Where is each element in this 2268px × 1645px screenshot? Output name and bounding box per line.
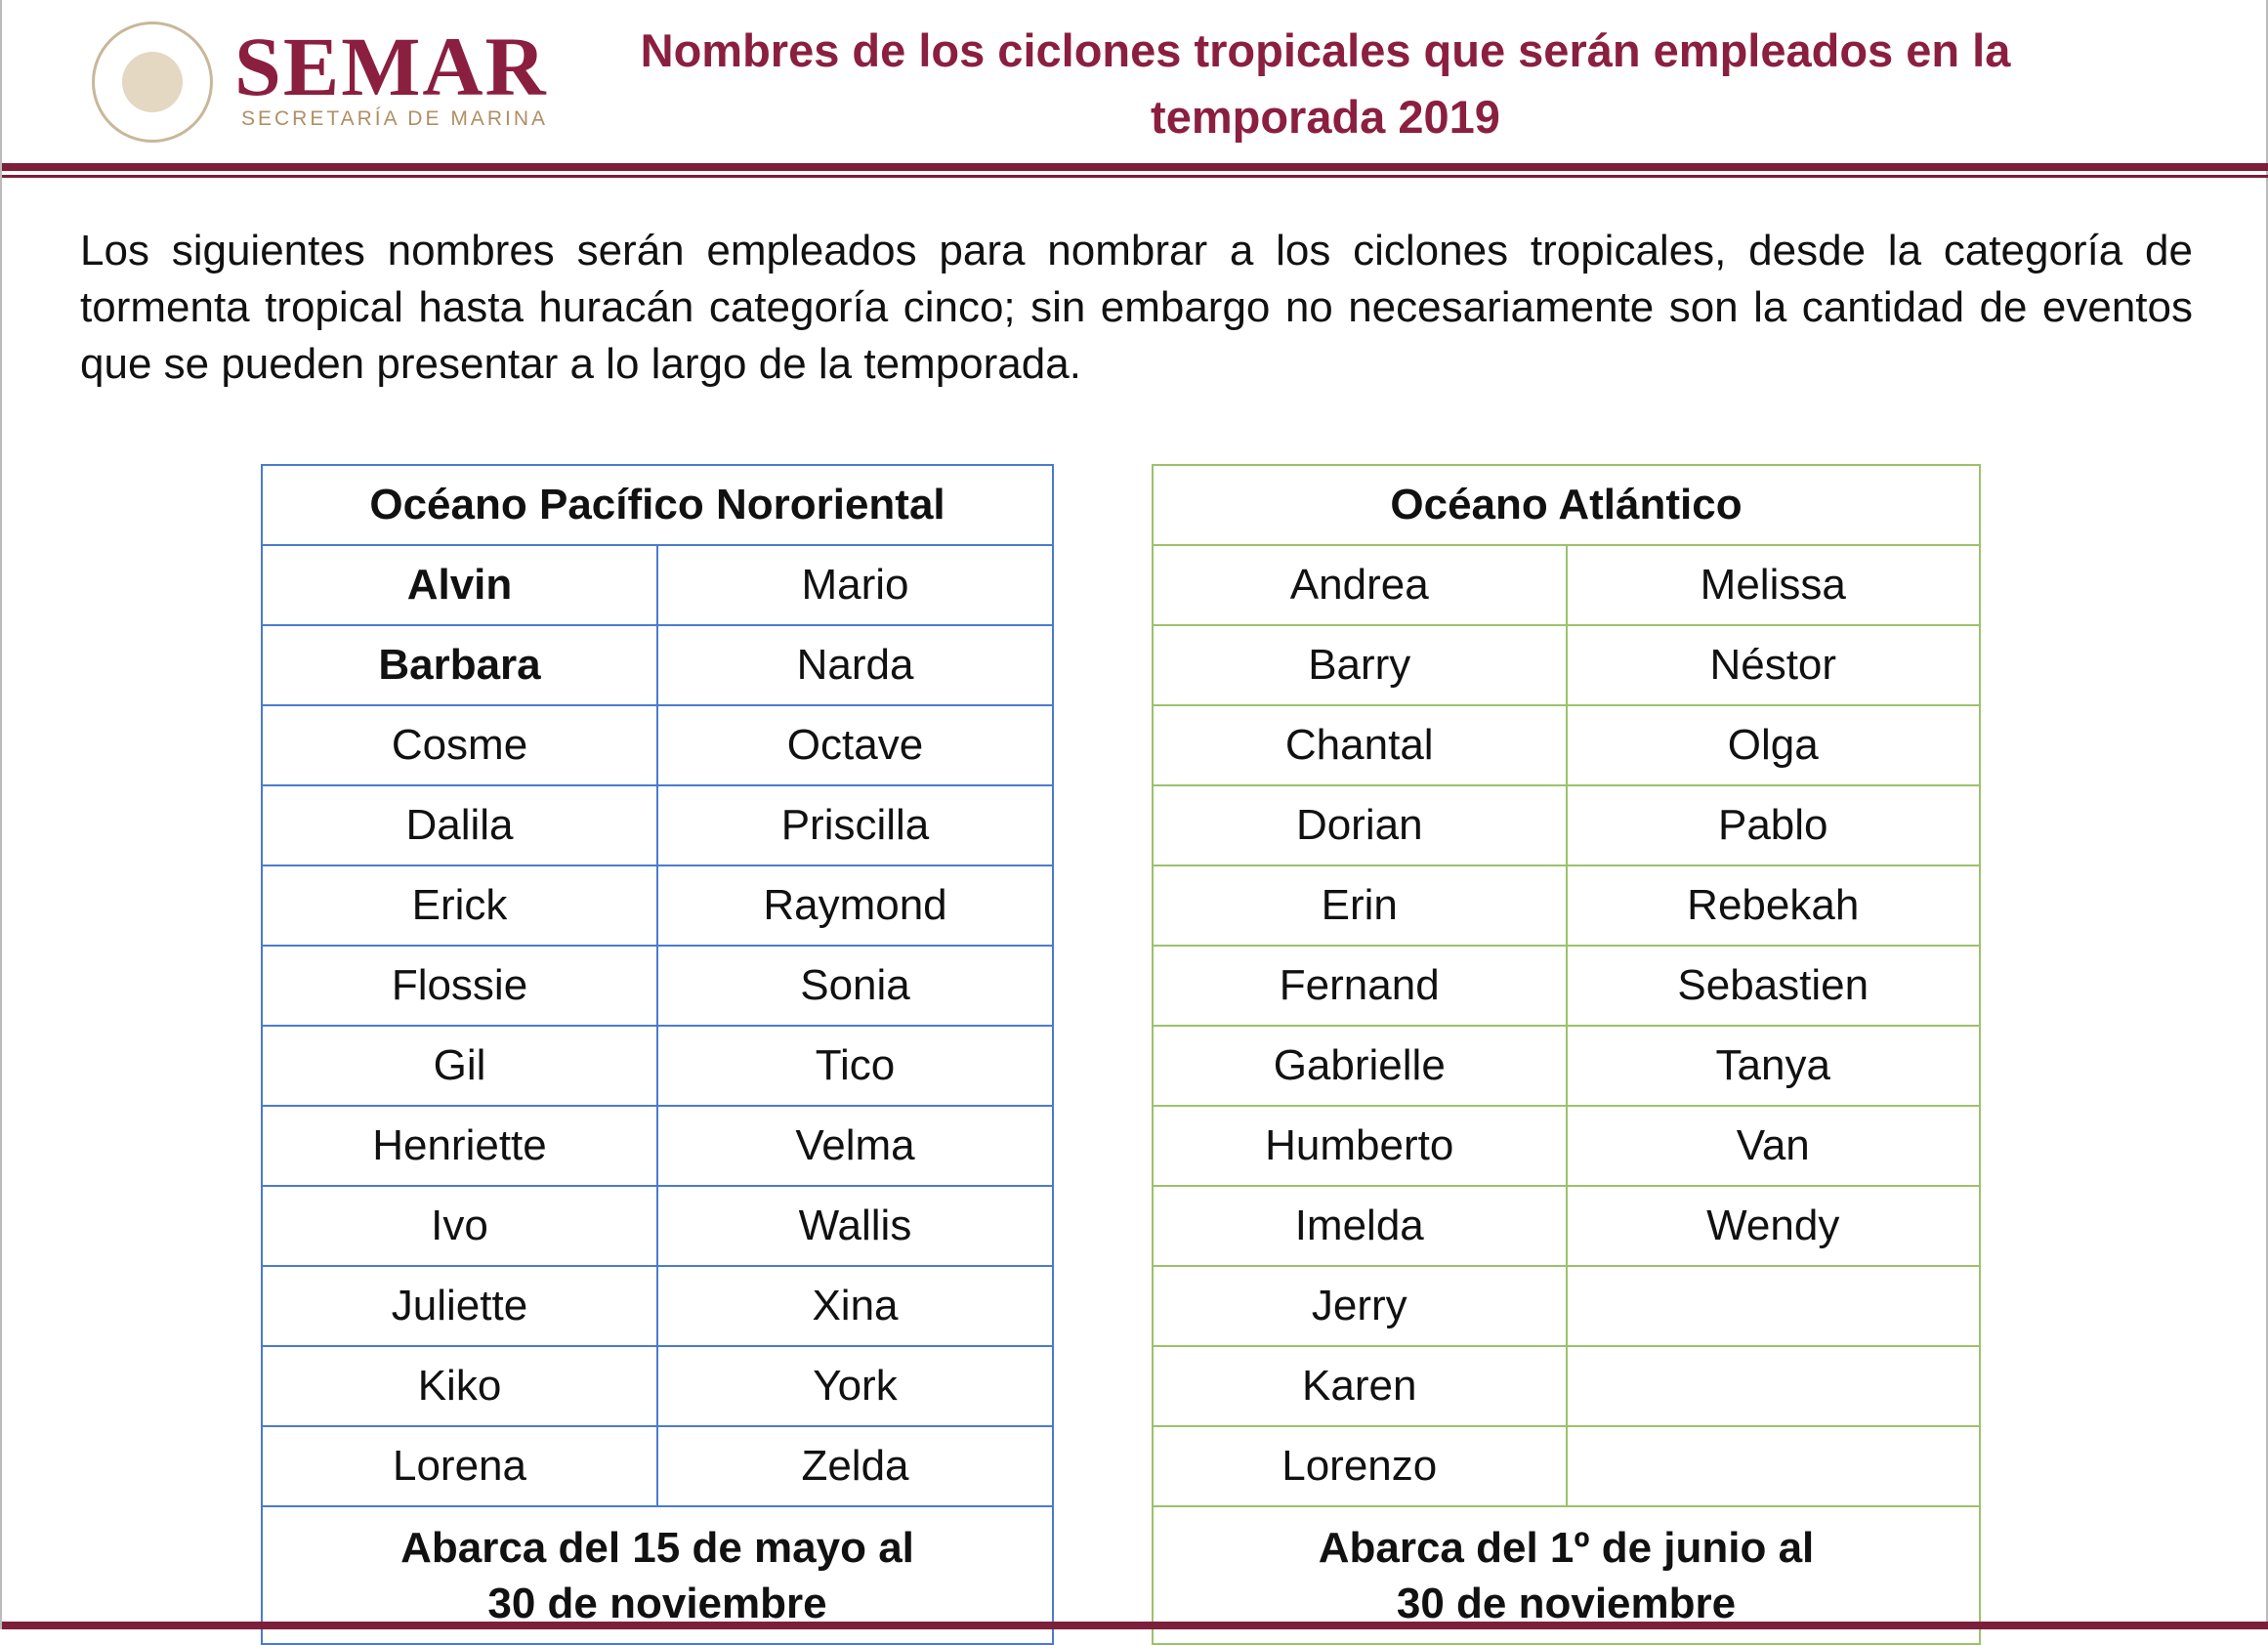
table-row: Fernand Sebastien	[1152, 945, 1981, 1027]
names-table: Océano Atlántico Andrea Melissa Barry Néstor…	[1152, 464, 1981, 1645]
name-cell: Wallis	[656, 1185, 1054, 1267]
footer-line: Abarca del 1º de junio al	[1318, 1523, 1815, 1572]
table-row: Alvin Mario	[261, 544, 1054, 626]
table-row: Dalila Priscilla	[261, 784, 1054, 866]
name-cell: Cosme	[261, 704, 658, 786]
name-cell: York	[656, 1345, 1054, 1427]
table-row: Gil Tico	[261, 1025, 1054, 1107]
name-cell: Barbara	[261, 624, 658, 706]
table-header-row: Océano Pacífico Nororiental	[261, 464, 1054, 546]
header-rule	[2, 175, 2268, 178]
name-cell: Velma	[656, 1105, 1054, 1187]
title-line: Nombres de los ciclones tropicales que s…	[640, 24, 2011, 76]
name-cell: Wendy	[1565, 1185, 1981, 1267]
name-cell: Narda	[656, 624, 1054, 706]
table-row: Imelda Wendy	[1152, 1185, 1981, 1267]
name-cell: Barry	[1152, 624, 1568, 706]
table-row: Henriette Velma	[261, 1105, 1054, 1187]
name-cell: Alvin	[261, 544, 658, 626]
empty-cell	[1565, 1345, 1981, 1427]
name-cell: Juliette	[261, 1265, 658, 1347]
name-cell: Humberto	[1152, 1105, 1568, 1187]
table-row: Andrea Melissa	[1152, 544, 1981, 626]
table-row: Kiko York	[261, 1345, 1054, 1427]
logo-seal	[92, 21, 213, 143]
name-cell: Néstor	[1565, 624, 1981, 706]
name-cell: Chantal	[1152, 704, 1568, 786]
table-row: Erin Rebekah	[1152, 865, 1981, 947]
table-row: Karen	[1152, 1345, 1981, 1427]
name-cell: Ivo	[261, 1185, 658, 1267]
intro-text: Los siguientes nombres serán empleados p…	[80, 227, 2193, 388]
name-cell: Dorian	[1152, 784, 1568, 866]
name-cell: Sebastien	[1565, 945, 1981, 1027]
name-cell: Mario	[656, 544, 1054, 626]
name-cell: Zelda	[656, 1425, 1054, 1507]
name-cell: Fernand	[1152, 945, 1568, 1027]
name-cell: Gil	[261, 1025, 658, 1107]
table-title: Océano Pacífico Nororiental	[261, 464, 1054, 546]
title: Nombres de los ciclones tropicales que s…	[588, 18, 2063, 150]
name-cell: Sonia	[656, 945, 1054, 1027]
table-row: Gabrielle Tanya	[1152, 1025, 1981, 1107]
footer-line: Abarca del 15 de mayo al	[400, 1523, 914, 1572]
empty-cell	[1565, 1265, 1981, 1347]
logo-name: SEMAR	[234, 20, 548, 113]
name-cell: Melissa	[1565, 544, 1981, 626]
table-row: Chantal Olga	[1152, 704, 1981, 786]
name-cell: Flossie	[261, 945, 658, 1027]
table-row: Erick Raymond	[261, 865, 1054, 947]
name-cell: Olga	[1565, 704, 1981, 786]
name-cell: Imelda	[1152, 1185, 1568, 1267]
names-table: Océano Pacífico Nororiental Alvin Mario Bar…	[261, 464, 1054, 1645]
name-cell: Dalila	[261, 784, 658, 866]
table-row: Humberto Van	[1152, 1105, 1981, 1187]
footer-line: 30 de noviembre	[487, 1579, 827, 1627]
name-cell: Erick	[261, 865, 658, 947]
name-cell: Lorena	[261, 1425, 658, 1507]
table-header-row: Océano Atlántico	[1152, 464, 1981, 546]
name-cell: Henriette	[261, 1105, 658, 1187]
name-cell: Xina	[656, 1265, 1054, 1347]
name-cell: Octave	[656, 704, 1054, 786]
table-row: Barbara Narda	[261, 624, 1054, 706]
table-row: Cosme Octave	[261, 704, 1054, 786]
name-cell: Andrea	[1152, 544, 1568, 626]
table-row: Jerry	[1152, 1265, 1981, 1347]
empty-cell	[1565, 1425, 1981, 1507]
name-cell: Gabrielle	[1152, 1025, 1568, 1107]
name-cell: Raymond	[656, 865, 1054, 947]
name-cell: Tico	[656, 1025, 1054, 1107]
name-cell: Erin	[1152, 865, 1568, 947]
name-cell: Kiko	[261, 1345, 658, 1427]
name-cell: Lorenzo	[1152, 1425, 1568, 1507]
table-row: Ivo Wallis	[261, 1185, 1054, 1267]
header-rule	[2, 163, 2268, 171]
name-cell: Tanya	[1565, 1025, 1981, 1107]
name-cell: Priscilla	[656, 784, 1054, 866]
table-row: Lorena Zelda	[261, 1425, 1054, 1507]
name-cell: Rebekah	[1565, 865, 1981, 947]
table-row: Barry Néstor	[1152, 624, 1981, 706]
footer-line: 30 de noviembre	[1396, 1579, 1737, 1627]
name-cell: Pablo	[1565, 784, 1981, 866]
name-cell: Jerry	[1152, 1265, 1568, 1347]
table-row: Dorian Pablo	[1152, 784, 1981, 866]
name-cell: Karen	[1152, 1345, 1568, 1427]
logo-subtitle: SECRETARÍA DE MARINA	[241, 107, 548, 130]
title-line: temporada 2019	[1151, 91, 1500, 143]
table-row: Lorenzo	[1152, 1425, 1981, 1507]
name-cell: Van	[1565, 1105, 1981, 1187]
table-row: Juliette Xina	[261, 1265, 1054, 1347]
footer-rule	[2, 1622, 2268, 1629]
table-row: Flossie Sonia	[261, 945, 1054, 1027]
table-title: Océano Atlántico	[1152, 464, 1981, 546]
